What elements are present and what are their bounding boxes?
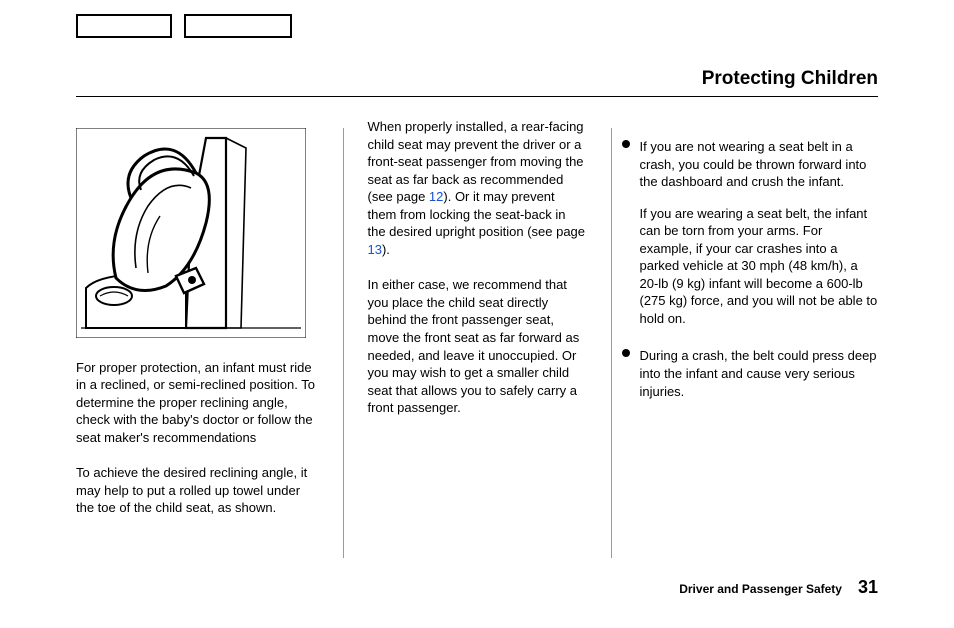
page-link-13[interactable]: 13 [367,242,381,257]
bullet-dot-icon [622,349,630,357]
bullet-item-1: If you are not wearing a seat belt in a … [636,138,879,327]
footer-page-number: 31 [858,577,878,598]
col1-paragraph-2: To achieve the desired reclining angle, … [76,464,319,517]
col1-paragraph-1: For proper protection, an infant must ri… [76,359,319,447]
bullet2-text: During a crash, the belt could press dee… [640,348,877,398]
column-1: For proper protection, an infant must ri… [76,118,343,558]
header-rule [76,96,878,97]
nav-boxes [76,14,292,38]
col2-p1-c: ). [382,242,390,257]
bullet2-paragraph: During a crash, the belt could press dee… [640,347,879,400]
column-3: If you are not wearing a seat belt in a … [612,118,879,558]
page: Protecting Children [0,0,954,628]
column-2: When properly installed, a rear-facing c… [343,118,610,558]
page-footer: Driver and Passenger Safety 31 [679,577,878,598]
page-title: Protecting Children [702,68,878,90]
footer-section-title: Driver and Passenger Safety [679,582,842,596]
bullet1-paragraph-2: If you are wearing a seat belt, the infa… [640,205,879,328]
nav-box-a[interactable] [76,14,172,38]
content-columns: For proper protection, an infant must ri… [76,118,878,558]
bullet1-paragraph-1: If you are not wearing a seat belt in a … [640,138,879,191]
page-link-12[interactable]: 12 [429,189,443,204]
bullet-dot-icon [622,140,630,148]
child-seat-illustration [76,128,306,338]
col2-paragraph-2: In either case, we recommend that you pl… [367,276,586,416]
bullet-item-2: During a crash, the belt could press dee… [636,347,879,400]
col2-paragraph-1: When properly installed, a rear-facing c… [367,118,586,258]
nav-box-b[interactable] [184,14,292,38]
